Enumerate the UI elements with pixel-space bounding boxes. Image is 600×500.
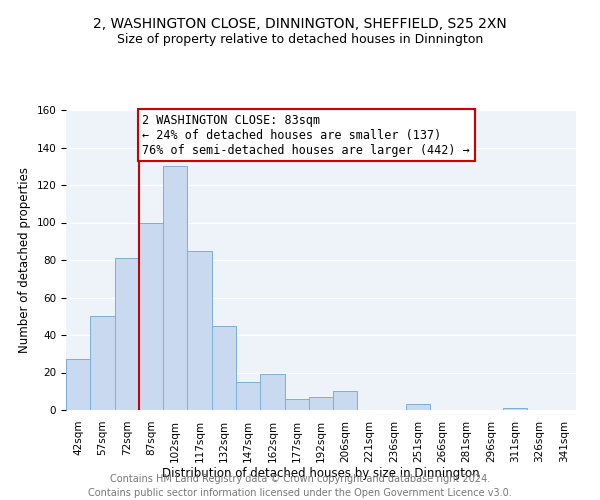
Bar [260, 374, 284, 410]
Bar [115, 258, 139, 410]
Bar [66, 360, 90, 410]
Bar [139, 222, 163, 410]
X-axis label: Distribution of detached houses by size in Dinnington: Distribution of detached houses by size … [162, 468, 480, 480]
Bar [284, 399, 309, 410]
Bar [406, 404, 430, 410]
Bar [236, 382, 260, 410]
Text: Size of property relative to detached houses in Dinnington: Size of property relative to detached ho… [117, 32, 483, 46]
Text: Contains HM Land Registry data © Crown copyright and database right 2024.
Contai: Contains HM Land Registry data © Crown c… [88, 474, 512, 498]
Bar [309, 397, 333, 410]
Bar [163, 166, 187, 410]
Text: 2, WASHINGTON CLOSE, DINNINGTON, SHEFFIELD, S25 2XN: 2, WASHINGTON CLOSE, DINNINGTON, SHEFFIE… [93, 18, 507, 32]
Text: 2 WASHINGTON CLOSE: 83sqm
← 24% of detached houses are smaller (137)
76% of semi: 2 WASHINGTON CLOSE: 83sqm ← 24% of detac… [143, 114, 470, 157]
Bar [333, 391, 358, 410]
Bar [212, 326, 236, 410]
Y-axis label: Number of detached properties: Number of detached properties [18, 167, 31, 353]
Bar [503, 408, 527, 410]
Bar [187, 250, 212, 410]
Bar [90, 316, 115, 410]
